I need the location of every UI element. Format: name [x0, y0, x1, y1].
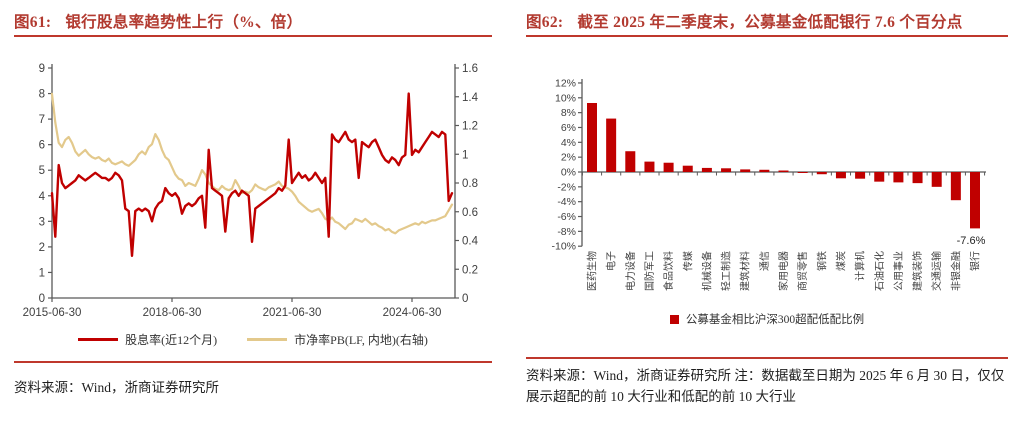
fund-allocation-legend-label: 公募基金相比沪深300超配低配比例: [685, 314, 865, 326]
svg-text:煤炭: 煤炭: [834, 251, 847, 271]
svg-text:7: 7: [39, 114, 45, 126]
svg-text:4: 4: [39, 191, 46, 203]
svg-text:12%: 12%: [555, 77, 576, 89]
svg-text:0%: 0%: [561, 167, 576, 179]
legend-item-pb: 市净率PB(LF, 内地)(右轴): [247, 331, 428, 348]
svg-text:2%: 2%: [561, 152, 576, 164]
svg-text:通信: 通信: [759, 251, 771, 271]
svg-text:建筑材料: 建筑材料: [739, 251, 752, 291]
fig61-label: 图61:: [14, 14, 52, 31]
dividend-yield-legend-label: 股息率(近12个月): [125, 333, 218, 347]
fig62-source: 资料来源：Wind，浙商证券研究所 注：数据截至日期为 2025 年 6 月 3…: [526, 368, 1005, 404]
legend-item-fund-allocation: 公募基金相比沪深300超配低配比例: [669, 311, 865, 327]
svg-text:建筑装饰: 建筑装饰: [911, 251, 924, 291]
svg-text:食品饮料: 食品饮料: [662, 251, 675, 291]
svg-text:公用事业: 公用事业: [892, 251, 905, 291]
svg-text:10%: 10%: [555, 92, 576, 104]
svg-text:机械设备: 机械设备: [700, 251, 713, 291]
svg-text:-7.6%: -7.6%: [957, 235, 986, 247]
svg-text:9: 9: [39, 63, 45, 75]
svg-text:交通运输: 交通运输: [930, 251, 943, 291]
svg-text:-4%: -4%: [557, 196, 576, 208]
fig62-legend: 公募基金相比沪深300超配低配比例: [526, 311, 1008, 327]
svg-text:国防军工: 国防军工: [643, 251, 656, 291]
pb-legend-label: 市净率PB(LF, 内地)(右轴): [294, 333, 428, 347]
svg-text:非银金融: 非银金融: [949, 251, 962, 291]
svg-text:-8%: -8%: [557, 226, 576, 238]
fund-allocation-bar-swatch: [669, 314, 679, 324]
legend-item-dividend-yield: 股息率(近12个月): [78, 331, 217, 348]
svg-text:1: 1: [39, 267, 45, 279]
svg-text:-2%: -2%: [557, 181, 576, 193]
svg-text:4%: 4%: [561, 137, 576, 149]
fig61-source: 资料来源：Wind，浙商证券研究所: [14, 380, 219, 395]
pb-line-swatch: [247, 338, 288, 341]
fig62-title: 图62: 截至 2025 年二季度末，公募基金低配银行 7.6 个百分点: [526, 10, 1008, 34]
svg-text:医药生物: 医药生物: [586, 251, 599, 291]
svg-text:8%: 8%: [561, 107, 576, 119]
svg-text:2021-06-30: 2021-06-30: [263, 307, 322, 319]
fig62-footer-rule: [526, 357, 1008, 359]
fig61-legend: 股息率(近12个月) 市净率PB(LF, 内地)(右轴): [14, 331, 492, 348]
fig61-title-text: 银行股息率趋势性上行（%、倍）: [65, 14, 303, 31]
svg-text:传媒: 传媒: [682, 251, 694, 271]
svg-text:钢铁: 钢铁: [815, 251, 828, 271]
svg-text:5: 5: [39, 165, 45, 177]
svg-text:6%: 6%: [561, 122, 576, 134]
svg-text:-6%: -6%: [557, 211, 576, 223]
svg-text:1.4: 1.4: [462, 92, 479, 104]
svg-text:0.6: 0.6: [462, 207, 478, 219]
svg-text:家用电器: 家用电器: [777, 251, 790, 291]
svg-text:商贸零售: 商贸零售: [796, 251, 809, 291]
fig62-label: 图62:: [526, 14, 564, 31]
svg-text:2024-06-30: 2024-06-30: [383, 307, 442, 319]
fig61-title: 图61: 银行股息率趋势性上行（%、倍）: [14, 10, 492, 34]
svg-text:石油石化: 石油石化: [873, 251, 886, 291]
fig62-chart: 12% 10% 8% 6% 4% 2% 0% -2% -4% -6% -8% -10% 医药生物 电子 电力…: [551, 77, 986, 291]
svg-text:1.2: 1.2: [462, 121, 478, 133]
svg-text:3: 3: [39, 216, 45, 228]
svg-text:计算机: 计算机: [854, 251, 867, 281]
fig62-title-text: 截至 2025 年二季度末，公募基金低配银行 7.6 个百分点: [577, 14, 963, 31]
svg-text:8: 8: [39, 89, 45, 101]
svg-text:银行: 银行: [969, 251, 982, 271]
dividend-yield-line-swatch: [78, 338, 119, 341]
svg-text:0: 0: [462, 293, 468, 305]
svg-text:轻工制造: 轻工制造: [720, 251, 733, 291]
fig61-title-rule: [14, 35, 492, 37]
svg-text:-10%: -10%: [551, 241, 576, 253]
svg-text:2018-06-30: 2018-06-30: [143, 307, 202, 319]
fig61-footer-rule: [14, 361, 492, 363]
svg-text:电子: 电子: [605, 251, 618, 271]
svg-text:1: 1: [462, 149, 468, 161]
svg-text:0.2: 0.2: [462, 264, 478, 276]
svg-text:2: 2: [39, 242, 45, 254]
svg-text:0.4: 0.4: [462, 236, 479, 248]
svg-text:1.6: 1.6: [462, 63, 478, 75]
svg-text:6: 6: [39, 140, 45, 152]
svg-text:0: 0: [39, 293, 45, 305]
svg-text:0.8: 0.8: [462, 178, 478, 190]
fig62-title-rule: [526, 35, 1008, 37]
svg-text:电力设备: 电力设备: [624, 251, 637, 291]
fig61-chart: 0 1 2 3 4 5 6 7 8 9 0 0.2 0.4 0.6 0.8 1 1.2 1.4 1.6 2015-06…: [23, 63, 479, 319]
svg-text:2015-06-30: 2015-06-30: [23, 307, 82, 319]
